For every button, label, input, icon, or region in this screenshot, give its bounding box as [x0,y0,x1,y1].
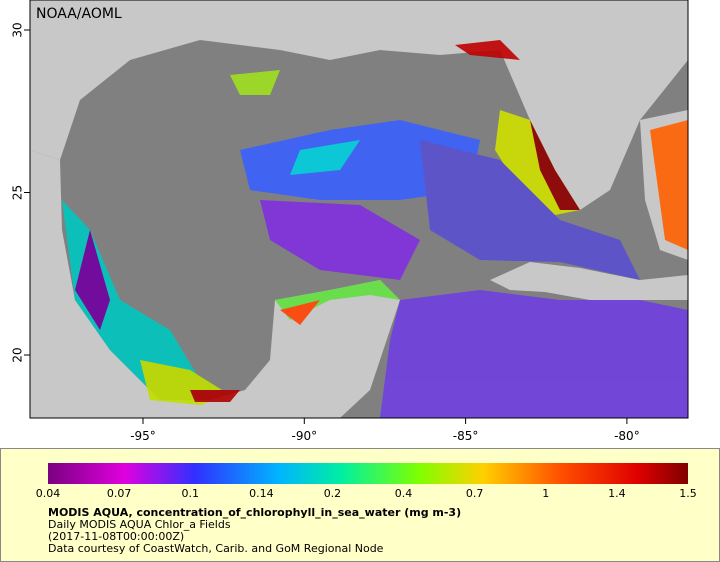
lat-label: 25 [11,185,25,200]
colorbar-tick-label: 0.04 [36,487,61,500]
lon-axis: -95° -90° -85° -80° [130,418,640,443]
map-area: NOAA/AOML [30,0,688,418]
lon-label: -95° [130,429,156,443]
source-label: NOAA/AOML [36,6,122,22]
colorbar-tick-label: 0.14 [249,487,274,500]
mexico-land [30,150,400,418]
lon-label: -85° [453,429,479,443]
colorbar-tick-label: 1 [542,487,549,500]
colorbar-tick-label: 1.4 [608,487,626,500]
colorbar-tick-label: 0.1 [181,487,199,500]
colorbar-tick-label: 0.7 [466,487,484,500]
legend-line: (2017-11-08T00:00:00Z) [48,530,184,543]
lat-axis: 30 25 20 [11,22,30,363]
chlorophyll-field [62,40,688,418]
colorbar-tick-label: 0.07 [107,487,132,500]
legend-line: Daily MODIS AQUA Chlor_a Fields [48,518,231,531]
lon-label: -90° [291,429,317,443]
legend-line: Data courtesy of CoastWatch, Carib. and … [48,542,384,555]
lon-label: -80° [614,429,640,443]
map-frame [29,0,689,419]
us-land [30,0,688,210]
colorbar [48,463,688,484]
colorbar-tick-label: 1.5 [679,487,697,500]
colorbar-tick-label: 0.2 [324,487,342,500]
cuba [490,262,688,300]
legend-lines: Daily MODIS AQUA Chlor_a Fields(2017-11-… [48,518,384,555]
legend-title: MODIS AQUA, concentration_of_chlorophyll… [48,506,461,519]
colorbar-ticks: 0.04 0.07 0.1 0.14 0.2 0.4 0.7 1 1.4 1.5 [36,487,697,500]
colorbar-tick-label: 0.4 [395,487,413,500]
lat-label: 20 [11,347,25,362]
lat-label: 30 [11,22,25,37]
